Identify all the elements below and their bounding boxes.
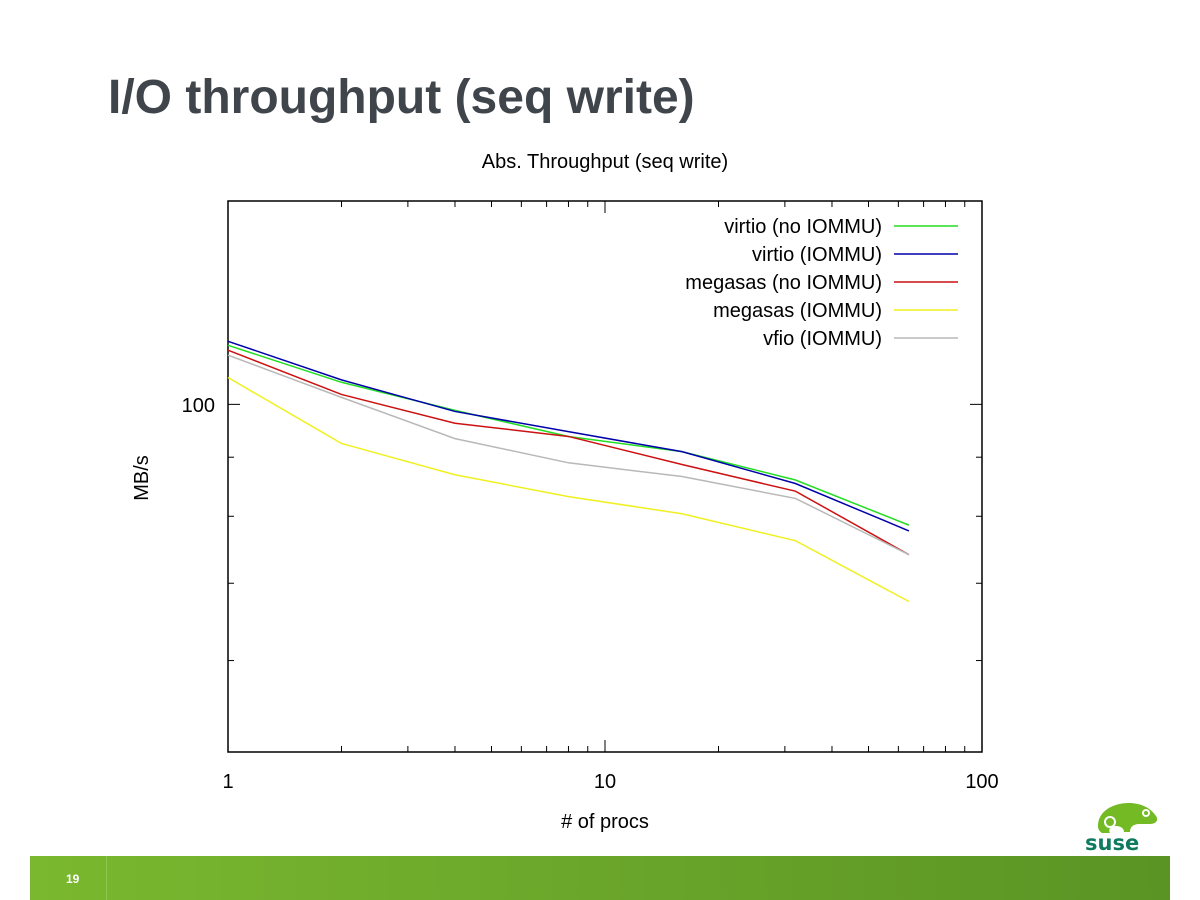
y-tick-label: 100 xyxy=(182,395,215,417)
footer-bar: 19 xyxy=(30,856,1170,900)
series-group xyxy=(227,340,910,603)
axis-ticks xyxy=(227,201,982,753)
series-line xyxy=(227,376,910,603)
suse-logo: suse xyxy=(1080,798,1170,858)
slide-title: I/O throughput (seq write) xyxy=(108,71,695,124)
svg-text:suse: suse xyxy=(1085,831,1139,853)
page-number-box: 19 xyxy=(30,856,107,900)
y-axis-label: MB/s xyxy=(131,455,153,501)
chart-title: Abs. Throughput (seq write) xyxy=(482,151,728,173)
series-line xyxy=(227,354,910,556)
series-line xyxy=(227,340,910,532)
legend-label: megasas (no IOMMU) xyxy=(685,272,882,294)
legend-label: megasas (IOMMU) xyxy=(713,300,882,322)
page-number: 19 xyxy=(66,872,80,886)
series-line xyxy=(227,349,910,556)
x-tick-label: 1 xyxy=(222,771,233,793)
chameleon-icon: suse xyxy=(1085,802,1158,855)
legend-label: virtio (IOMMU) xyxy=(752,244,882,266)
legend-label: vfio (IOMMU) xyxy=(763,328,882,350)
legend: virtio (no IOMMU) virtio (IOMMU) megasas… xyxy=(685,216,958,350)
legend-label: virtio (no IOMMU) xyxy=(724,216,882,238)
x-axis-label: # of procs xyxy=(561,811,649,833)
x-tick-label: 100 xyxy=(965,771,998,793)
x-tick-label: 10 xyxy=(594,771,616,793)
